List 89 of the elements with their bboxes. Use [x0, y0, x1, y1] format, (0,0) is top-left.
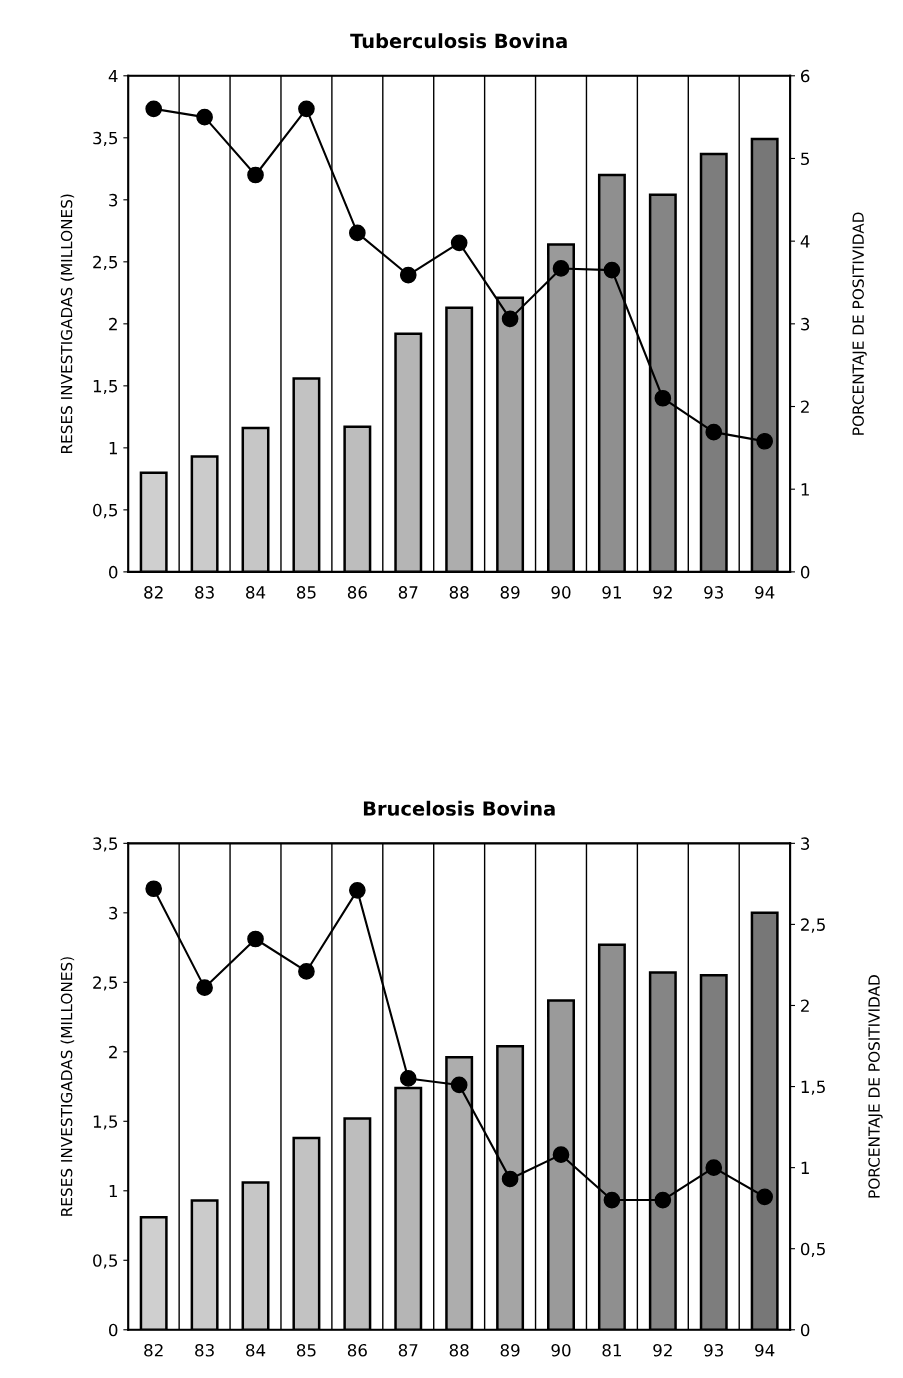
- x-tick-label: 92: [653, 1343, 672, 1357]
- x-tick-label: 81: [602, 1343, 621, 1357]
- x-tick-label: 91: [602, 586, 621, 599]
- point: [298, 963, 315, 980]
- point: [552, 1146, 570, 1163]
- point: [603, 1191, 621, 1209]
- x-tick-label: 88: [449, 586, 469, 599]
- x-tick-label: 89: [500, 586, 520, 599]
- y2-axis-title: PORCENTAJE DE POSITIVIDAD: [852, 212, 867, 435]
- point: [247, 166, 264, 184]
- x-tick-label: 86: [347, 586, 367, 599]
- y-tick-label: 0: [109, 1323, 118, 1337]
- y2-tick-label: 2,5: [801, 918, 825, 933]
- point: [349, 882, 366, 899]
- y-tick-label: 2: [109, 317, 117, 331]
- x-tick-label: 93: [704, 586, 724, 599]
- y-tick-label: 3,5: [93, 131, 118, 147]
- point: [450, 234, 468, 252]
- y-axis-title: RESES INVESTIGADAS (MILLONES): [60, 194, 75, 454]
- x-tick-label: 84: [246, 586, 266, 599]
- x-tick-label: 87: [398, 586, 418, 599]
- y2-tick-label: 5: [801, 152, 809, 166]
- point: [603, 261, 621, 279]
- y2-tick-label: 3: [801, 317, 810, 331]
- y2-tick-label: 0: [800, 1323, 810, 1337]
- y-tick-label: 1: [109, 442, 117, 455]
- point: [145, 880, 163, 898]
- point: [349, 224, 366, 242]
- point: [654, 389, 672, 407]
- point: [196, 108, 213, 126]
- y-tick-label: 1,5: [93, 380, 118, 395]
- y-tick-label: 2,5: [93, 255, 118, 271]
- x-tick-label: 89: [500, 1343, 520, 1357]
- point: [145, 100, 163, 118]
- y-tick-label: 1: [109, 1184, 117, 1198]
- x-tick-label: 86: [347, 1343, 367, 1357]
- point: [705, 423, 723, 441]
- point: [450, 1076, 468, 1094]
- x-tick-label: 93: [704, 1343, 724, 1357]
- y-tick-label: 3: [109, 906, 118, 920]
- x-tick-label: 82: [144, 1343, 163, 1357]
- y2-tick-label: 2: [801, 999, 809, 1012]
- y-tick-label: 3: [109, 193, 118, 207]
- y-tick-label: 0,5: [93, 503, 118, 519]
- y-tick-label: 3,5: [93, 837, 118, 852]
- x-tick-label: 85: [296, 586, 316, 599]
- point: [298, 100, 315, 118]
- y2-tick-label: 6: [801, 69, 810, 83]
- y2-tick-label: 1: [801, 1161, 809, 1174]
- chart-title: Brucelosis Bovina: [363, 800, 555, 816]
- y2-tick-label: 0: [800, 565, 810, 579]
- point: [196, 979, 213, 996]
- x-tick-label: 83: [195, 586, 214, 599]
- y-tick-label: 1,5: [93, 1115, 118, 1130]
- x-tick-label: 88: [449, 1343, 469, 1357]
- y-tick-label: 4: [108, 69, 118, 83]
- y2-tick-label: 1,5: [801, 1080, 825, 1095]
- x-tick-label: 92: [653, 586, 672, 599]
- point: [756, 1188, 774, 1206]
- point: [552, 260, 570, 277]
- point: [399, 266, 417, 284]
- point: [399, 1070, 417, 1087]
- y2-tick-label: 0,5: [800, 1242, 825, 1257]
- x-tick-label: 90: [551, 1343, 571, 1357]
- y2-tick-label: 4: [800, 235, 810, 248]
- point: [501, 1170, 519, 1188]
- y2-axis-title: PORCENTAJE DE POSITIVIDAD: [868, 975, 883, 1198]
- point: [247, 930, 264, 948]
- point: [705, 1159, 723, 1176]
- y-axis-title: RESES INVESTIGADAS (MILLONES): [60, 957, 75, 1216]
- point: [654, 1191, 672, 1209]
- y-tick-label: 0: [109, 565, 118, 579]
- point: [501, 310, 519, 328]
- x-tick-label: 84: [246, 1343, 266, 1357]
- x-tick-label: 85: [296, 1343, 316, 1357]
- y2-tick-label: 3: [801, 837, 810, 850]
- x-tick-label: 82: [144, 586, 163, 599]
- x-tick-label: 94: [755, 586, 775, 599]
- x-tick-label: 90: [551, 586, 571, 599]
- x-tick-label: 87: [398, 1343, 418, 1357]
- y2-tick-label: 1: [801, 483, 809, 496]
- y-tick-label: 2: [109, 1045, 117, 1059]
- x-tick-label: 94: [755, 1343, 775, 1357]
- y2-tick-label: 2: [801, 400, 809, 413]
- y-tick-label: 0,5: [93, 1254, 118, 1269]
- chart-title: Tuberculosis Bovina: [350, 33, 567, 49]
- x-tick-label: 83: [195, 1343, 214, 1357]
- y-tick-label: 2,5: [93, 976, 118, 991]
- point: [756, 432, 774, 450]
